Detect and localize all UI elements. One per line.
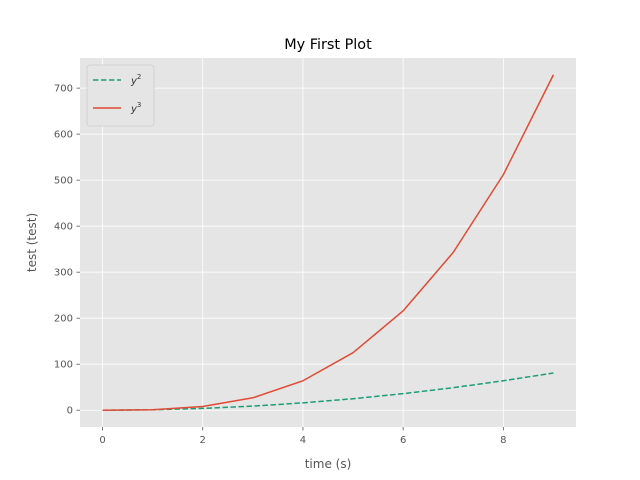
y-tick-label: 500	[54, 176, 73, 187]
x-tick-label: 4	[300, 435, 306, 446]
y-tick-label: 300	[54, 268, 73, 279]
legend-label-y2: y2	[130, 73, 141, 87]
y-axis-label: test (test)	[25, 213, 39, 272]
x-axis-label: time (s)	[305, 457, 352, 471]
y-tick-label: 700	[54, 84, 73, 95]
legend-label-y3-exp: 3	[137, 101, 141, 109]
legend-box	[86, 64, 155, 127]
chart-title: My First Plot	[284, 37, 372, 53]
plot-area	[80, 58, 576, 427]
y-tick-label: 0	[67, 406, 73, 417]
series-layer	[102, 74, 555, 411]
x-tick-label: 2	[200, 435, 206, 446]
legend-label-y3: y3	[130, 101, 141, 115]
y-tick-label: 100	[54, 360, 73, 371]
x-tick-label: 8	[500, 435, 506, 446]
series-line-y3	[102, 74, 555, 411]
legend-label-y2-exp: 2	[137, 73, 141, 81]
legend-label-y2-base: y	[130, 76, 138, 87]
x-tick-label: 0	[99, 435, 105, 446]
series-line-y2	[102, 372, 554, 411]
y-tick-label: 600	[54, 130, 73, 141]
y-tick-label: 400	[54, 222, 73, 233]
ticks: 0 2 4 6 8 0 100 200 300 400 500 600 700	[54, 84, 507, 446]
y-tick-label: 200	[54, 314, 73, 325]
x-tick-label: 6	[400, 435, 406, 446]
legend: y2 y3	[86, 64, 155, 127]
legend-label-y3-base: y	[130, 104, 138, 115]
